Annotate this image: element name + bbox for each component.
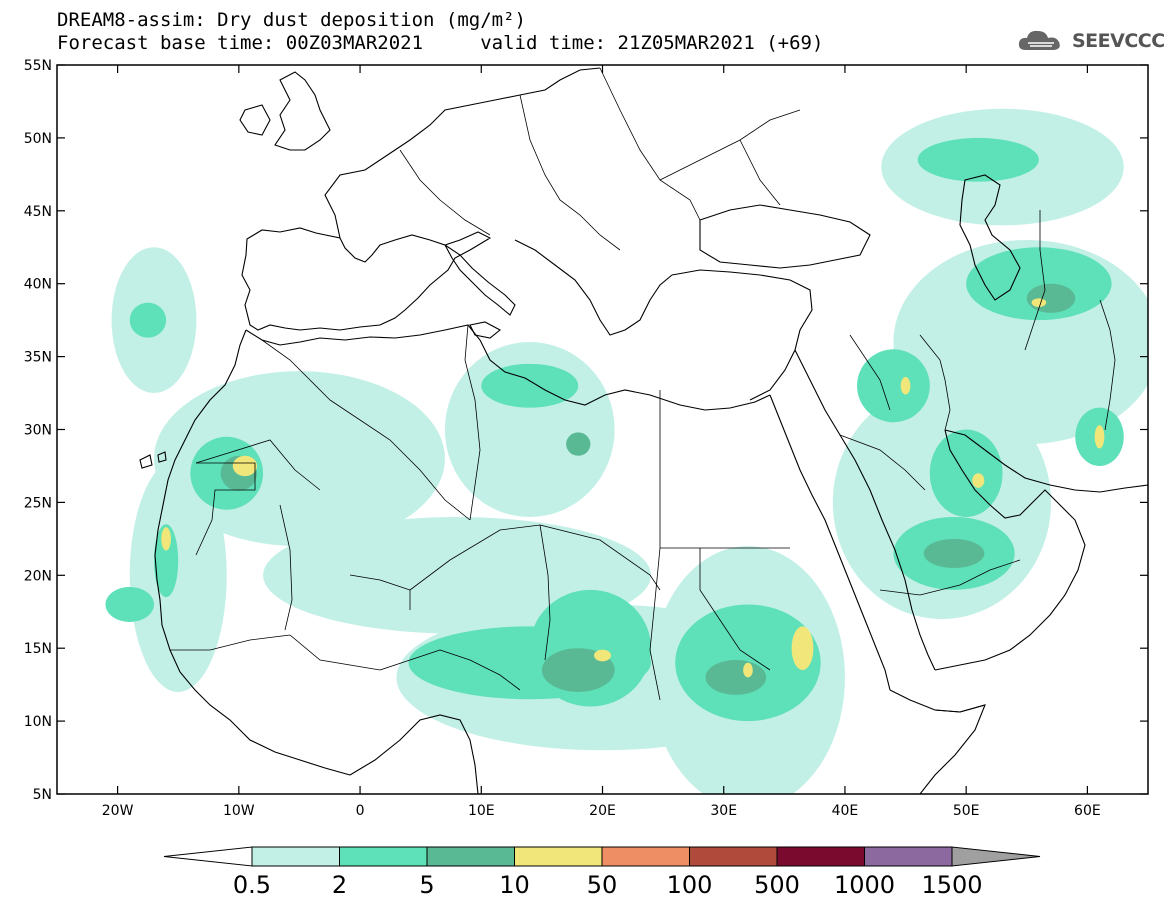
- lat-tick-label: 20N: [24, 568, 52, 584]
- dust-region: [129, 302, 167, 338]
- lat-tick-label: 5N: [33, 787, 52, 803]
- lat-tick-label: 30N: [24, 423, 52, 439]
- dust-region: [129, 458, 227, 692]
- dust-region: [929, 429, 1003, 517]
- dust-region: [857, 349, 930, 423]
- colorbar-swatch: [601, 846, 690, 867]
- dust-region: [791, 626, 814, 671]
- map-title: DREAM8-assim: Dry dust deposition (mg/m²…: [57, 9, 526, 31]
- dust-region: [105, 586, 154, 622]
- colorbar-label: 500: [754, 871, 800, 899]
- latitude-axis: 55N 50N 45N 40N 35N 30N 25N 20N 15N 10N 5N: [24, 58, 1148, 803]
- lon-tick-label: 40E: [832, 803, 859, 819]
- lat-tick-label: 50N: [24, 131, 52, 147]
- dust-region: [594, 649, 611, 662]
- colorbar-label: 10: [499, 871, 530, 899]
- lat-tick-label: 40N: [24, 277, 52, 293]
- dust-region: [923, 538, 985, 569]
- colorbar-label: 1500: [921, 871, 982, 899]
- lat-tick-label: 10N: [24, 714, 52, 730]
- colorbar-swatch: [689, 846, 778, 867]
- colorbar-swatch: [514, 846, 603, 867]
- lon-tick-label: 20E: [589, 803, 616, 819]
- lat-tick-label: 55N: [24, 58, 52, 74]
- longitude-axis: 20W 10W 0 10E 20E 30E 40E 50E 60E: [102, 65, 1101, 819]
- lon-tick-label: 10E: [468, 803, 495, 819]
- dust-region: [1026, 283, 1076, 313]
- dust-deposition-layer: [105, 108, 1148, 794]
- cloud-logo-icon: [1018, 30, 1060, 50]
- coastlines: [139, 67, 1148, 794]
- colorbar-high-arrow: [951, 846, 1041, 867]
- lon-tick-label: 60E: [1074, 803, 1101, 819]
- dust-region: [161, 527, 171, 551]
- dust-region: [917, 137, 1039, 182]
- dust-region: [1031, 298, 1047, 308]
- colorbar-label: 5: [419, 871, 434, 899]
- seevccc-logo: SEEVCCC: [1016, 26, 1165, 56]
- colorbar-low-arrow: [163, 846, 253, 867]
- map-area: [57, 65, 1148, 794]
- lat-tick-label: 35N: [24, 350, 52, 366]
- dust-region: [481, 363, 579, 408]
- dust-region: [153, 524, 179, 598]
- colorbar-label: 50: [587, 871, 618, 899]
- lon-tick-label: 10W: [223, 803, 255, 819]
- lon-tick-label: 30E: [710, 803, 737, 819]
- colorbar-swatch: [776, 846, 865, 867]
- colorbar-swatch: [426, 846, 515, 867]
- lat-tick-label: 15N: [24, 641, 52, 657]
- colorbar-label: 2: [332, 871, 347, 899]
- colorbar-label: 1000: [834, 871, 895, 899]
- colorbar-swatch: [864, 846, 953, 867]
- lat-tick-label: 25N: [24, 495, 52, 511]
- dust-region: [966, 247, 1112, 321]
- colorbar-label: 100: [667, 871, 713, 899]
- dust-region: [972, 473, 985, 488]
- lat-tick-label: 45N: [24, 204, 52, 220]
- lon-tick-label: 20W: [102, 803, 134, 819]
- forecast-times: Forecast base time: 00Z03MAR2021 valid t…: [57, 32, 824, 54]
- lon-tick-label: 50E: [953, 803, 980, 819]
- dust-region: [232, 455, 258, 477]
- country-borders: [170, 67, 1116, 701]
- dust-region: [900, 377, 911, 395]
- dust-region: [705, 659, 767, 695]
- colorbar-swatch: [339, 846, 428, 867]
- dust-region: [1094, 425, 1105, 449]
- dust-region: [566, 432, 591, 456]
- logo-text: SEEVCCC: [1072, 30, 1165, 52]
- dust-region: [743, 662, 753, 678]
- colorbar: 0.5 2 5 10 50 100 500 1000 1500: [163, 846, 1041, 899]
- lon-tick-label: 0: [356, 803, 365, 819]
- colorbar-swatch: [251, 846, 340, 867]
- colorbar-label: 0.5: [233, 871, 271, 899]
